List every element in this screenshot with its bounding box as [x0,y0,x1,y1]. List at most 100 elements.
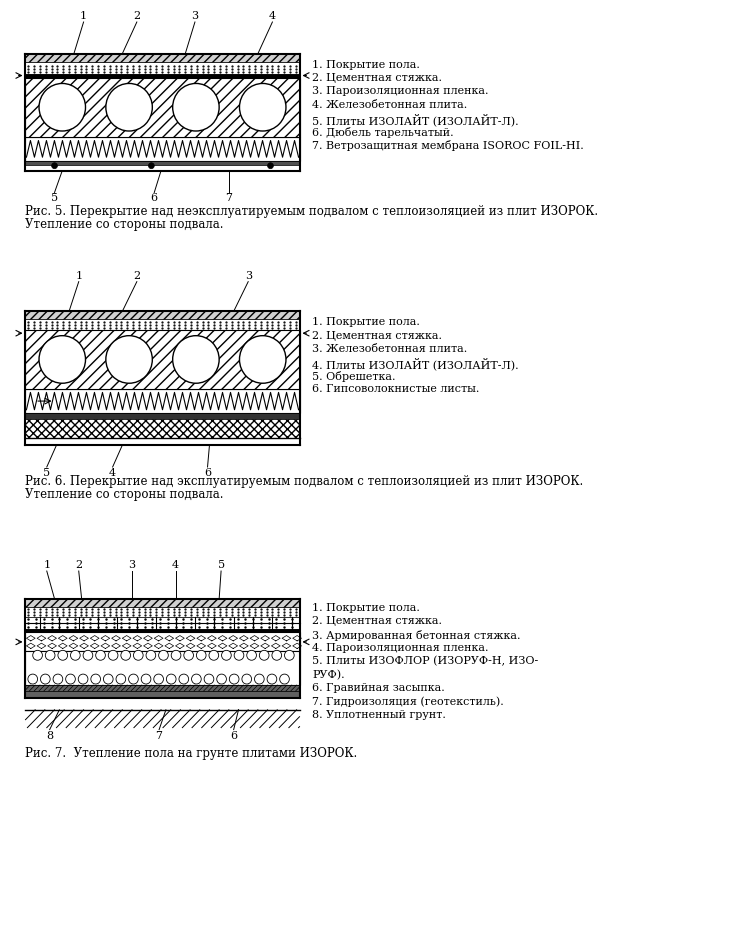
Circle shape [128,674,138,684]
Bar [25,617,300,629]
Text: 6: 6 [151,193,158,204]
Bar [25,61,300,73]
Circle shape [268,163,273,168]
Circle shape [280,674,289,684]
Text: 6. Гравийная засыпка.: 6. Гравийная засыпка. [312,683,445,693]
Circle shape [33,650,42,660]
Circle shape [91,674,100,684]
Bar [25,629,300,632]
Circle shape [255,674,264,684]
Circle shape [217,674,226,684]
Text: 6: 6 [204,468,211,478]
Circle shape [121,650,131,660]
Text: 5: 5 [43,468,50,478]
Text: 4. Плиты ИЗОЛАЙТ (ИЗОЛАЙТ-Л).: 4. Плиты ИЗОЛАЙТ (ИЗОЛАЙТ-Л). [312,357,519,370]
Text: 8: 8 [46,731,53,740]
Text: 5: 5 [51,193,58,204]
Circle shape [96,650,105,660]
Text: 2. Цементная стяжка.: 2. Цементная стяжка. [312,331,442,340]
Circle shape [52,163,57,168]
Bar [25,77,300,137]
Text: 7. Гидроизоляция (геотекстиль).: 7. Гидроизоляция (геотекстиль). [312,697,504,707]
Circle shape [45,650,55,660]
Text: 4: 4 [269,11,276,21]
Bar [25,685,300,691]
Text: РУФ).: РУФ). [312,670,345,680]
Text: 4: 4 [109,468,116,478]
Circle shape [234,650,244,660]
Circle shape [28,674,38,684]
Text: 1: 1 [80,11,87,21]
Text: 4: 4 [172,560,179,570]
Text: 3. Армированная бетонная стяжка.: 3. Армированная бетонная стяжка. [312,630,521,641]
Text: 1. Покрытие пола.: 1. Покрытие пола. [312,603,420,613]
Text: 3. Пароизоляционная пленка.: 3. Пароизоляционная пленка. [312,86,489,97]
Circle shape [39,336,85,383]
Text: Рис. 6. Перекрытие над эксплуатируемым подвалом с теплоизоляцией из плит ИЗОРОК.: Рис. 6. Перекрытие над эксплуатируемым п… [25,475,584,488]
Text: 4. Пароизоляционная пленка.: 4. Пароизоляционная пленка. [312,643,489,653]
Text: Утепление со стороны подвала.: Утепление со стороны подвала. [25,219,224,232]
Circle shape [240,336,286,383]
Bar [25,691,300,698]
Circle shape [70,650,80,660]
Text: 4. Железобетонная плита.: 4. Железобетонная плита. [312,100,467,110]
Bar [25,161,300,165]
Bar [25,419,300,438]
Bar [25,312,300,319]
Circle shape [78,674,88,684]
Circle shape [191,674,201,684]
Text: 8. Уплотненный грунт.: 8. Уплотненный грунт. [312,710,446,720]
Bar [25,599,300,606]
Text: 1: 1 [43,560,50,570]
Bar [25,414,300,419]
Text: Рис. 5. Перекрытие над неэксплуатируемым подвалом с теплоизоляцией из плит ИЗОРО: Рис. 5. Перекрытие над неэксплуатируемым… [25,206,599,219]
Text: 3: 3 [128,560,136,570]
Circle shape [159,650,168,660]
Text: 3: 3 [245,271,252,281]
Circle shape [197,650,206,660]
Bar [25,54,300,61]
Text: 2: 2 [134,11,140,21]
Circle shape [83,650,93,660]
Circle shape [41,674,50,684]
Text: 7: 7 [226,193,232,204]
Circle shape [146,650,156,660]
Bar [25,319,300,330]
Circle shape [141,674,151,684]
Circle shape [154,674,163,684]
Text: 6. Дюбель тарельчатый.: 6. Дюбель тарельчатый. [312,126,454,138]
Circle shape [65,674,76,684]
Circle shape [116,674,125,684]
Text: 1. Покрытие пола.: 1. Покрытие пола. [312,317,420,327]
Circle shape [106,336,152,383]
Text: 1. Покрытие пола.: 1. Покрытие пола. [312,60,420,70]
Circle shape [39,84,85,131]
Circle shape [209,650,219,660]
Circle shape [242,674,252,684]
Text: 6: 6 [230,731,237,740]
Circle shape [103,674,113,684]
Text: 5. Плиты ИЗОЛАЙТ (ИЗОЛАЙТ-Л).: 5. Плиты ИЗОЛАЙТ (ИЗОЛАЙТ-Л). [312,113,519,126]
Circle shape [166,674,176,684]
Text: 2. Цементная стяжка.: 2. Цементная стяжка. [312,73,442,83]
Bar [25,330,300,389]
Bar [25,389,300,414]
Bar [25,651,300,685]
Circle shape [204,674,214,684]
Circle shape [58,650,68,660]
Bar [25,137,300,161]
Circle shape [53,674,63,684]
Text: 2: 2 [75,560,82,570]
Bar [25,632,300,651]
Circle shape [260,650,269,660]
Text: Утепление со стороны подвала.: Утепление со стороны подвала. [25,488,224,500]
Circle shape [179,674,188,684]
Circle shape [106,84,152,131]
Circle shape [272,650,282,660]
Circle shape [222,650,232,660]
Circle shape [171,650,181,660]
Circle shape [173,84,219,131]
Circle shape [229,674,239,684]
Text: 2: 2 [134,271,140,281]
Circle shape [173,336,219,383]
